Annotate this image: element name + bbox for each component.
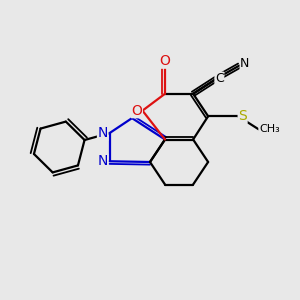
Text: N: N — [98, 126, 108, 140]
Text: O: O — [131, 103, 142, 118]
Text: C: C — [215, 72, 224, 85]
Text: N: N — [240, 57, 250, 70]
Text: O: O — [160, 54, 170, 68]
Text: S: S — [238, 109, 247, 123]
Text: N: N — [98, 154, 108, 168]
Text: CH₃: CH₃ — [259, 124, 280, 134]
